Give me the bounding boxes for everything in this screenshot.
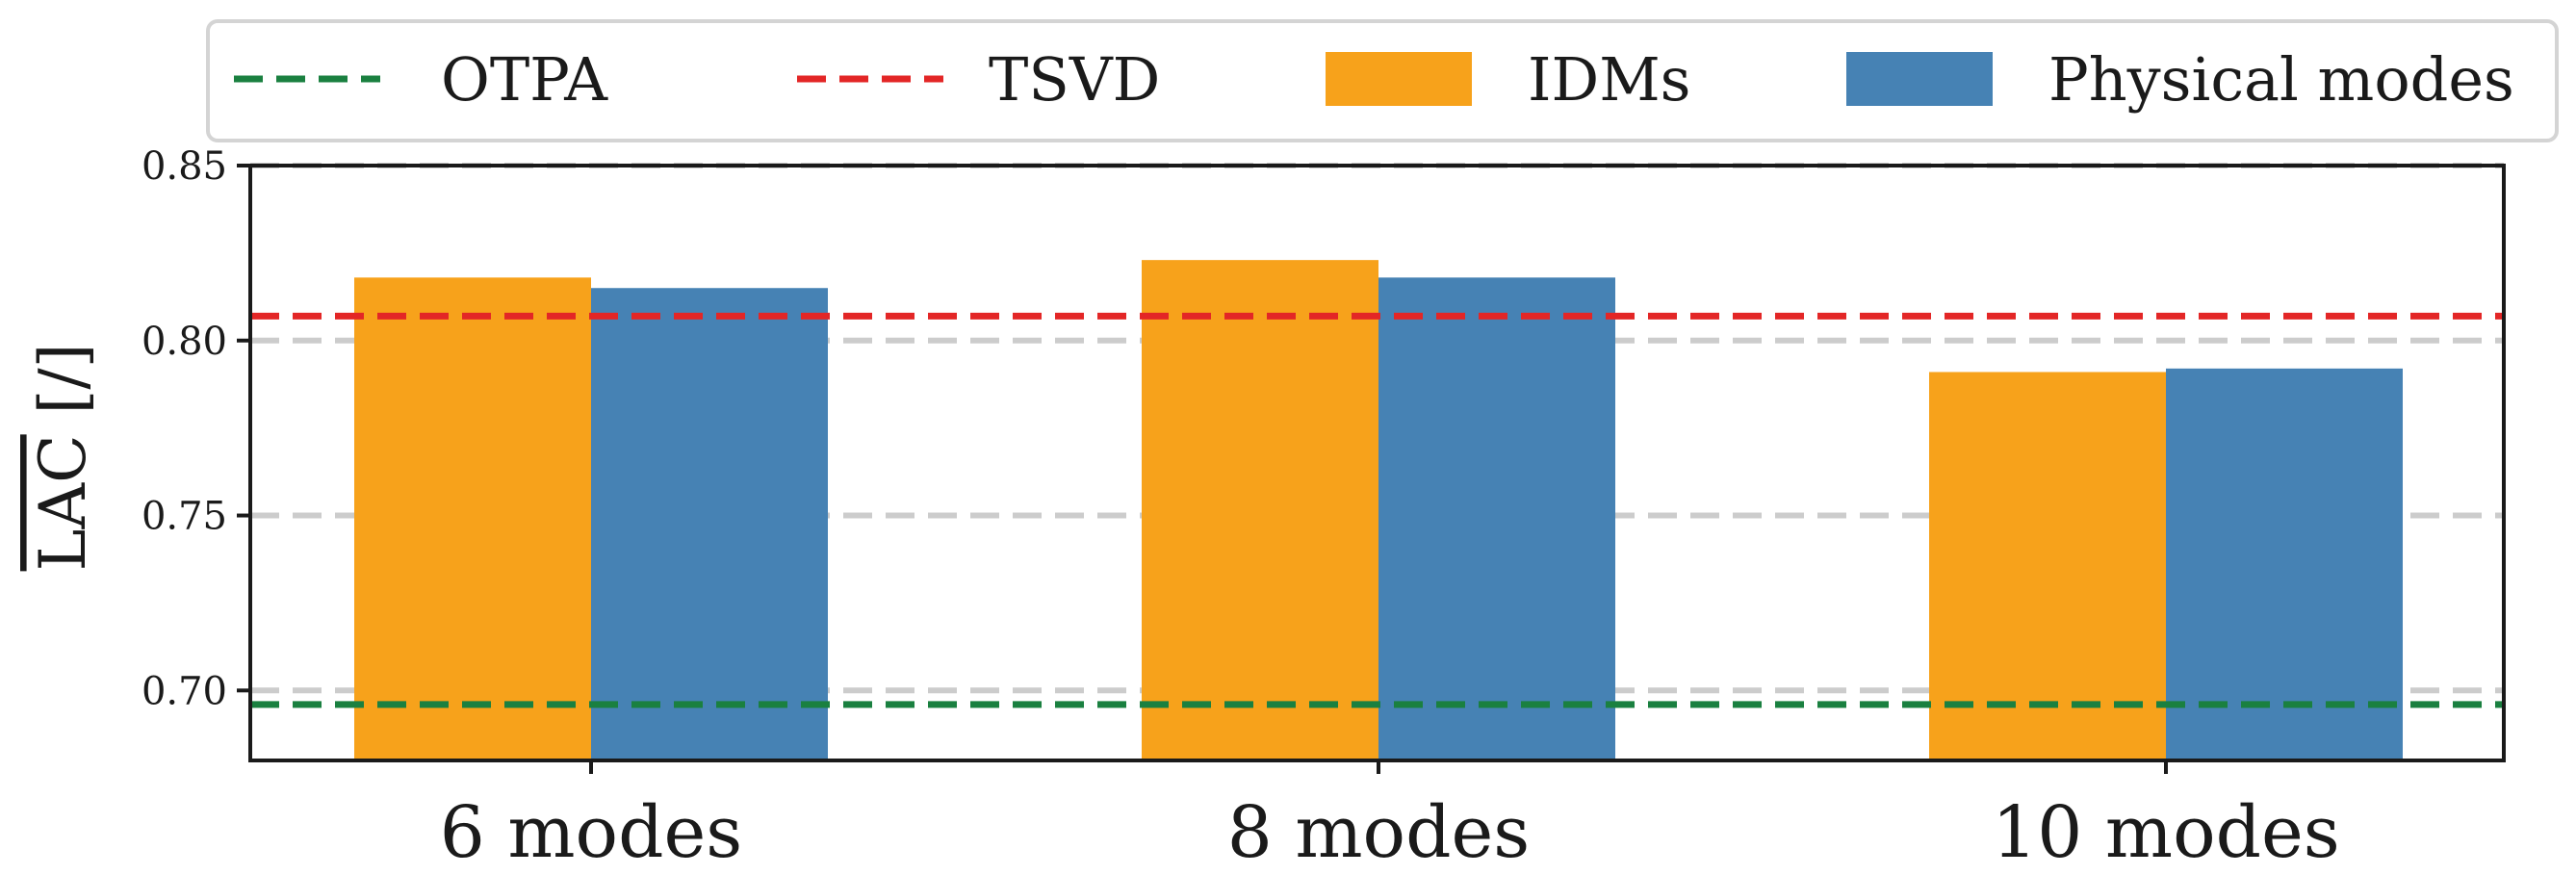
bar-idms-8-modes bbox=[1142, 260, 1378, 760]
legend-swatch-idms bbox=[1326, 52, 1472, 106]
bar-idms-6-modes bbox=[354, 277, 591, 760]
x-tick-label-8-modes: 8 modes bbox=[1227, 791, 1530, 874]
y-axis-label-text: LAC [/] bbox=[26, 344, 100, 572]
legend: OTPA TSVD IDMs Physical modes bbox=[206, 19, 2559, 142]
bars bbox=[354, 260, 2403, 760]
axes: 0.70 0.75 0.80 0.85 6 modes 8 modes 10 modes bbox=[142, 144, 2506, 874]
bar-physical-modes-6-modes bbox=[591, 288, 828, 760]
x-tick-label-10-modes: 10 modes bbox=[1992, 791, 2340, 874]
y-axis-label: LAC [/] bbox=[26, 344, 100, 572]
x-tick-label-6-modes: 6 modes bbox=[440, 791, 742, 874]
legend-swatch-physical-modes bbox=[1846, 52, 1993, 106]
y-tick-label-0-70: 0.70 bbox=[142, 669, 227, 713]
legend-label-tsvd: TSVD bbox=[989, 44, 1160, 115]
y-tick-label-0-80: 0.80 bbox=[142, 320, 227, 364]
legend-label-physical-modes: Physical modes bbox=[2048, 44, 2514, 115]
y-tick-label-0-85: 0.85 bbox=[142, 144, 227, 189]
legend-label-idms: IDMs bbox=[1528, 44, 1691, 115]
legend-label-otpa: OTPA bbox=[441, 44, 608, 115]
bar-idms-10-modes bbox=[1929, 372, 2166, 760]
bar-physical-modes-8-modes bbox=[1378, 277, 1615, 760]
bar-physical-modes-10-modes bbox=[2166, 368, 2403, 760]
reference-lines bbox=[250, 312, 2504, 708]
y-tick-label-0-75: 0.75 bbox=[142, 495, 227, 539]
